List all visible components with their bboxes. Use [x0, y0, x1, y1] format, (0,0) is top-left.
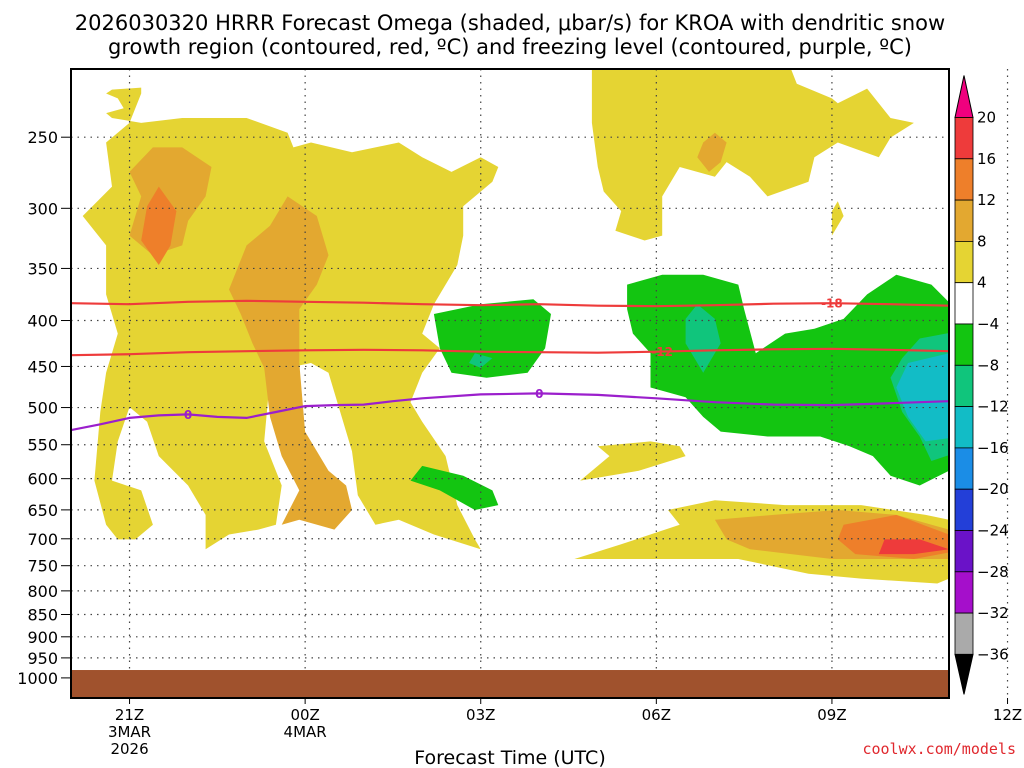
contour-label-0: -18	[821, 297, 843, 311]
temperature-contours: -18-12-12000	[71, 297, 1024, 432]
contour-label-bg	[1003, 342, 1024, 356]
colorbar-label-8: −16	[977, 439, 1009, 457]
contour-label-1: -12	[651, 345, 673, 359]
colorbar-label-4: 4	[977, 274, 987, 292]
plot-area: -18-12-12000	[70, 68, 1024, 699]
colorbar-band-7	[954, 406, 974, 449]
colorbar-band-11	[954, 571, 974, 614]
colorbar-band-3	[954, 240, 974, 284]
colorbar-band-10	[954, 530, 974, 573]
omega-region-19	[469, 353, 493, 368]
omega-region-17	[410, 465, 499, 510]
colorbar-label-0: 20	[977, 109, 996, 127]
ground-terrain	[71, 670, 949, 698]
colorbar-band-0	[954, 117, 974, 160]
colorbar-label-11: −28	[977, 563, 1009, 581]
y-axis-pressure-ticks: 250 300 350 400 450 500 550 600 650 700 750 800 850 9…	[17, 128, 71, 688]
y-tick-label-300: 300	[27, 199, 58, 218]
omega-region-21	[896, 353, 949, 442]
colorbar-label-10: −24	[977, 522, 1009, 540]
colorbar-band-4	[954, 282, 974, 325]
contour-label-2: -12	[1008, 342, 1024, 356]
colorbar-label-2: 12	[977, 191, 996, 209]
y-tick-label-400: 400	[27, 312, 58, 331]
x-tick-label-12Z-0: 12Z	[993, 706, 1022, 724]
y-tick-label-450: 450	[27, 357, 58, 376]
contour-label-3: 0	[184, 408, 192, 422]
y-tick-label-350: 350	[27, 259, 58, 278]
colorbar-bottom-arrow	[954, 653, 974, 695]
grid-lines	[71, 69, 1009, 698]
dgz-contour--12	[71, 347, 949, 357]
y-tick-label-750: 750	[27, 557, 58, 576]
colorbar-band-12	[954, 612, 974, 655]
colorbar-label-7: −12	[977, 398, 1009, 416]
x-tick-label-09Z-0: 09Z	[817, 706, 846, 724]
y-tick-label-600: 600	[27, 470, 58, 489]
x-tick-label-21Z-1: 3MAR	[108, 723, 151, 741]
plot-frame	[70, 68, 950, 699]
x-tick-label-00Z-1: 4MAR	[284, 723, 327, 741]
omega-shading	[82, 69, 949, 584]
omega-region-13	[433, 299, 551, 378]
y-tick-label-650: 650	[27, 501, 58, 520]
x-tick-label-03Z-0: 03Z	[466, 706, 495, 724]
y-tick-label-850: 850	[27, 606, 58, 625]
chart-title-line-1: 2026030320 HRRR Forecast Omega (shaded, …	[75, 11, 945, 35]
colorbar-band-5	[954, 323, 974, 366]
y-tick-label-1000: 1000	[17, 669, 58, 688]
site-watermark: coolwx.com/models	[862, 740, 1016, 758]
colorbar-label-9: −20	[977, 480, 1009, 498]
x-tick-label-21Z-2: 2026	[110, 740, 148, 758]
y-tick-label-250: 250	[27, 128, 58, 147]
omega-region-3	[831, 201, 844, 236]
contour-label-4: 0	[535, 387, 543, 401]
colorbar-top-arrow	[954, 75, 974, 118]
colorbar-band-2	[954, 199, 974, 242]
x-tick-label-00Z-0: 00Z	[290, 706, 319, 724]
omega-region-8	[697, 132, 727, 172]
colorbar-band-9	[954, 488, 974, 531]
colorbar: 20 16 12 8 4 −4 −8 −12 −16 −20 −24 −28 −32 −36	[954, 75, 1009, 695]
omega-region-7	[229, 196, 352, 530]
y-tick-label-550: 550	[27, 436, 58, 455]
y-tick-label-900: 900	[27, 628, 58, 647]
omega-region-1	[591, 69, 914, 241]
colorbar-label-13: −36	[977, 645, 1009, 663]
colorbar-band-1	[954, 158, 974, 201]
freezing-level-contour-0	[71, 392, 949, 432]
x-tick-label-21Z-0: 21Z	[115, 706, 144, 724]
chart-title-line-2: growth region (contoured, red, ºC) and f…	[108, 35, 912, 59]
x-axis-title: Forecast Time (UTC)	[414, 747, 605, 768]
colorbar-label-6: −8	[977, 356, 999, 374]
omega-region-18	[685, 304, 721, 373]
y-tick-label-500: 500	[27, 399, 58, 418]
omega-region-4	[580, 441, 686, 481]
colorbar-label-3: 8	[977, 232, 987, 250]
y-tick-label-700: 700	[27, 530, 58, 549]
y-tick-label-800: 800	[27, 582, 58, 601]
colorbar-band-6	[954, 364, 974, 407]
colorbar-label-5: −4	[977, 315, 999, 333]
omega-region-12	[878, 539, 949, 555]
colorbar-label-1: 16	[977, 150, 996, 168]
colorbar-band-8	[954, 447, 974, 490]
x-tick-label-06Z-0: 06Z	[642, 706, 671, 724]
y-tick-label-950: 950	[27, 649, 58, 668]
colorbar-label-12: −32	[977, 604, 1009, 622]
dgz-contour--18	[71, 299, 949, 308]
omega-region-10	[141, 186, 177, 265]
